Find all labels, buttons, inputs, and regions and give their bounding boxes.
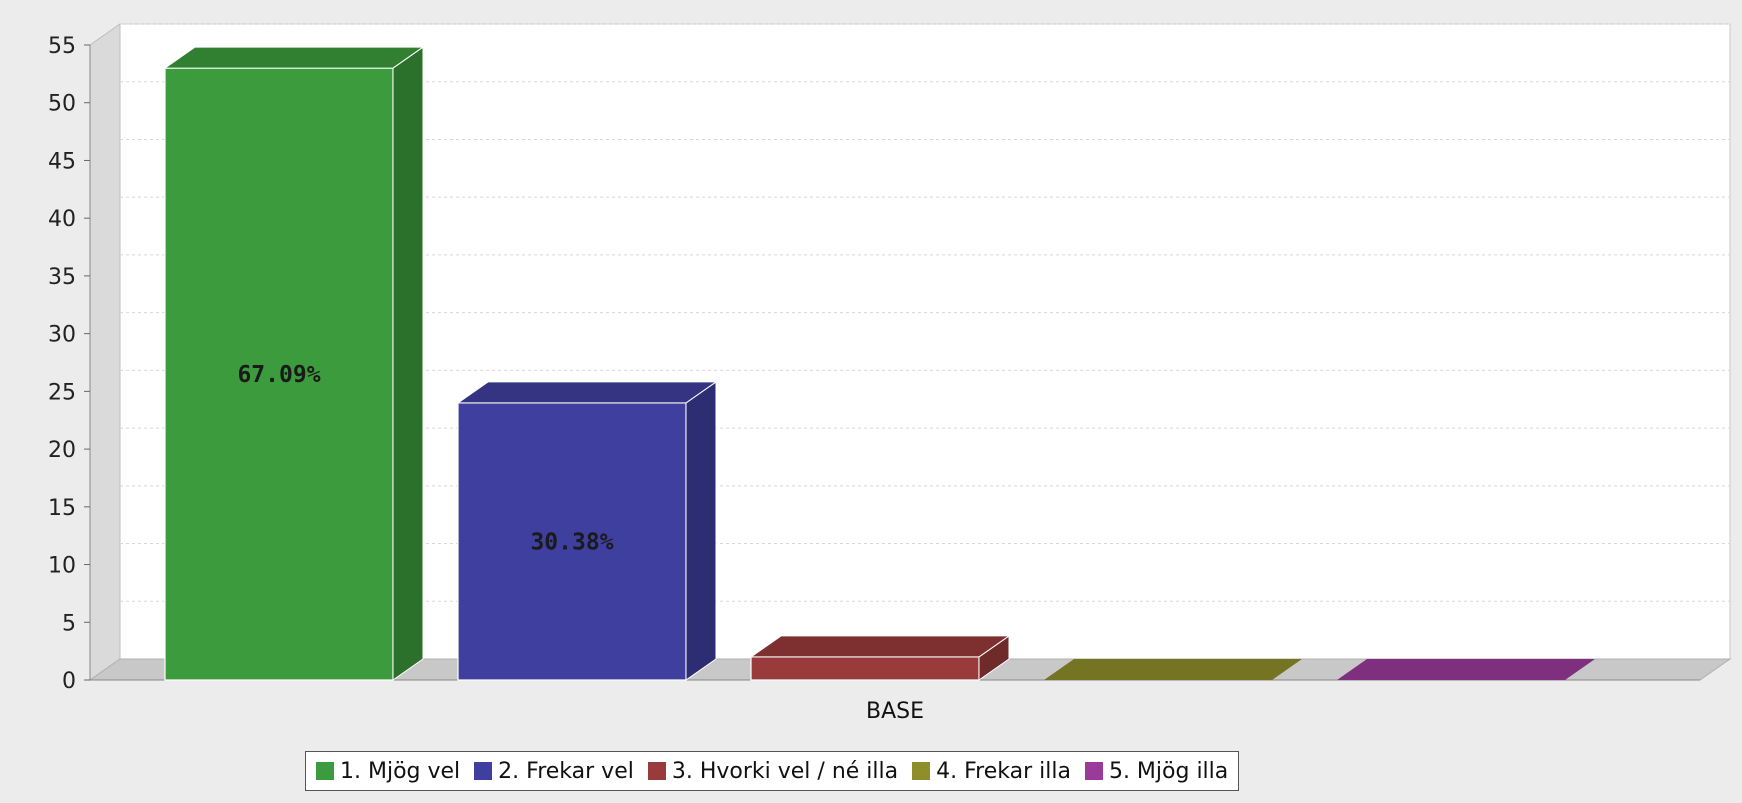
bar-top — [1044, 659, 1302, 680]
legend-label: 5. Mjög illa — [1108, 758, 1229, 784]
legend-item: 5. Mjög illa — [1084, 758, 1229, 784]
bar-top — [1337, 659, 1595, 680]
data-label: 67.09% — [237, 362, 320, 388]
y-tick-label: 55 — [48, 34, 76, 59]
y-tick-label: 5 — [62, 611, 76, 636]
y-tick-label: 10 — [48, 554, 76, 579]
bar-front — [164, 67, 394, 681]
bar-top — [749, 635, 1011, 658]
bar-side — [392, 46, 424, 681]
legend-item: 4. Frekar illa — [912, 759, 1071, 784]
category-label: BASE — [866, 699, 924, 724]
legend-item: 1. Mjög vel — [316, 759, 460, 784]
y-tick-label: 45 — [48, 149, 76, 174]
legend-swatch — [647, 762, 666, 780]
y-tick-label: 35 — [48, 265, 76, 290]
legend: 1. Mjög vel 2. Frekar vel 3. Hvorki vel / … — [305, 751, 1240, 791]
legend-item: 3. Hvorki vel / né illa — [647, 758, 899, 784]
data-label: 30.38% — [530, 529, 613, 555]
legend-swatch — [474, 762, 493, 780]
legend-swatch — [1084, 762, 1103, 780]
bar-side — [685, 380, 717, 681]
y-tick-label: 30 — [48, 323, 76, 348]
y-tick-label: 50 — [48, 92, 76, 117]
bar-top — [456, 381, 718, 404]
legend-swatch — [912, 762, 931, 780]
legend-label: 1. Mjög vel — [340, 758, 461, 784]
bar-front — [750, 656, 980, 681]
legend-label: 2. Frekar vel — [498, 758, 634, 784]
side-wall — [89, 23, 121, 681]
y-tick-label: 40 — [48, 207, 76, 232]
legend-swatch — [316, 762, 334, 780]
y-tick-label: 25 — [48, 380, 76, 405]
legend-item: 2. Frekar vel — [474, 759, 634, 784]
y-tick-label: 0 — [62, 669, 76, 694]
y-tick-label: 15 — [48, 496, 76, 521]
y-tick-label: 20 — [48, 438, 76, 463]
legend-label: 4. Frekar illa — [936, 758, 1071, 784]
bar-top — [163, 46, 425, 69]
legend-label: 3. Hvorki vel / né illa — [671, 758, 899, 784]
bar-front — [457, 402, 687, 681]
